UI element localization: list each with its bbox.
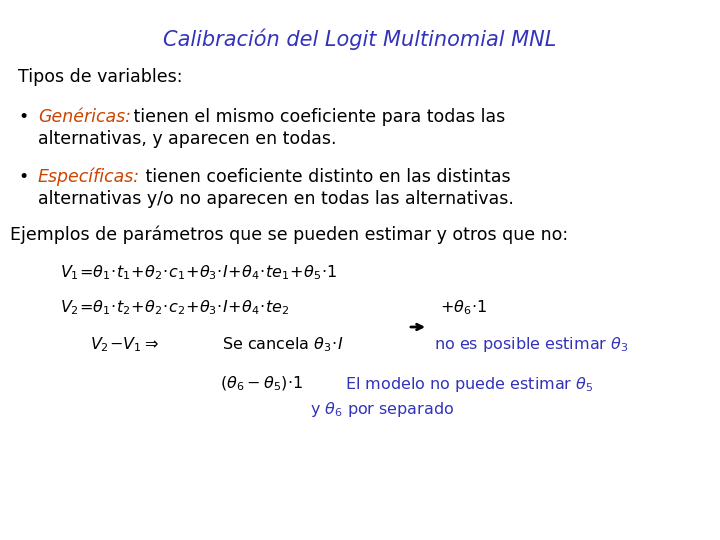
Text: $V_2\!-\!V_1 \Rightarrow$: $V_2\!-\!V_1 \Rightarrow$ (90, 335, 159, 354)
Text: $V_1\!=\!\theta_1\!\cdot\! t_1\!+\!\theta_2\!\cdot\! c_1\!+\!\theta_3\!\cdot\! I: $V_1\!=\!\theta_1\!\cdot\! t_1\!+\!\thet… (60, 263, 338, 282)
Text: alternativas, y aparecen en todas.: alternativas, y aparecen en todas. (38, 130, 336, 148)
Text: tienen coeficiente distinto en las distintas: tienen coeficiente distinto en las disti… (140, 168, 510, 186)
Text: Calibración del Logit Multinomial MNL: Calibración del Logit Multinomial MNL (163, 28, 557, 50)
Text: $+\theta_6\!\cdot\! 1$: $+\theta_6\!\cdot\! 1$ (440, 298, 487, 316)
Text: Se cancela $\theta_3\!\cdot\! I$: Se cancela $\theta_3\!\cdot\! I$ (222, 335, 343, 354)
Text: $(\theta_6 - \theta_5)\!\cdot\! 1$: $(\theta_6 - \theta_5)\!\cdot\! 1$ (220, 375, 304, 394)
Text: Genéricas:: Genéricas: (38, 108, 131, 126)
Text: Tipos de variables:: Tipos de variables: (18, 68, 182, 86)
Text: alternativas y/o no aparecen en todas las alternativas.: alternativas y/o no aparecen en todas la… (38, 190, 514, 208)
Text: •: • (18, 168, 28, 186)
Text: Ejemplos de parámetros que se pueden estimar y otros que no:: Ejemplos de parámetros que se pueden est… (10, 225, 568, 244)
Text: y $\theta_6$ por separado: y $\theta_6$ por separado (310, 400, 454, 419)
Text: El modelo no puede estimar $\theta_5$: El modelo no puede estimar $\theta_5$ (345, 375, 593, 394)
Text: $V_2\!=\!\theta_1\!\cdot\! t_2\!+\!\theta_2\!\cdot\! c_2\!+\!\theta_3\!\cdot\! I: $V_2\!=\!\theta_1\!\cdot\! t_2\!+\!\thet… (60, 298, 289, 316)
Text: no es posible estimar $\theta_3$: no es posible estimar $\theta_3$ (434, 335, 629, 354)
Text: •: • (18, 108, 28, 126)
Text: Específicas:: Específicas: (38, 168, 140, 186)
Text: tienen el mismo coeficiente para todas las: tienen el mismo coeficiente para todas l… (128, 108, 505, 126)
